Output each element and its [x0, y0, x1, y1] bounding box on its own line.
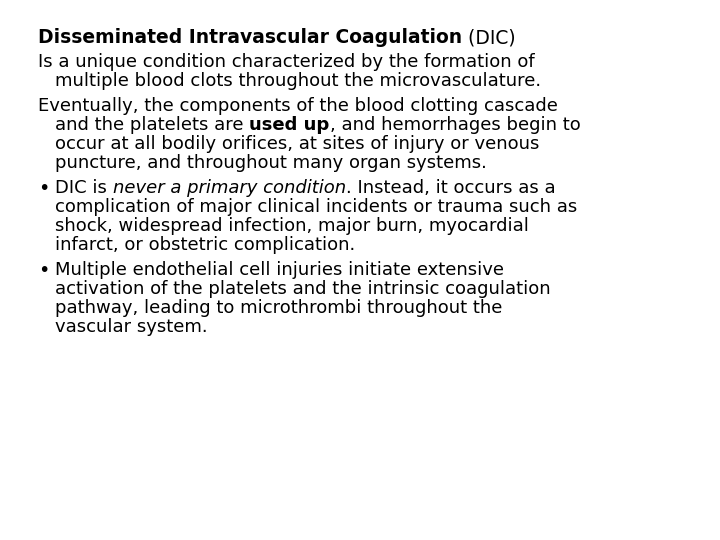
Text: puncture, and throughout many organ systems.: puncture, and throughout many organ syst… [55, 154, 487, 172]
Text: vascular system.: vascular system. [55, 318, 207, 336]
Text: multiple blood clots throughout the microvasculature.: multiple blood clots throughout the micr… [55, 72, 541, 90]
Text: occur at all bodily orifices, at sites of injury or venous: occur at all bodily orifices, at sites o… [55, 135, 539, 153]
Text: used up: used up [249, 116, 330, 134]
Text: never a primary condition: never a primary condition [112, 179, 346, 197]
Text: DIC is: DIC is [55, 179, 112, 197]
Text: infarct, or obstetric complication.: infarct, or obstetric complication. [55, 236, 355, 254]
Text: pathway, leading to microthrombi throughout the: pathway, leading to microthrombi through… [55, 299, 503, 317]
Text: (DIC): (DIC) [462, 28, 516, 47]
Text: complication of major clinical incidents or trauma such as: complication of major clinical incidents… [55, 198, 577, 216]
Text: activation of the platelets and the intrinsic coagulation: activation of the platelets and the intr… [55, 280, 551, 298]
Text: . Instead, it occurs as a: . Instead, it occurs as a [346, 179, 555, 197]
Text: and the platelets are: and the platelets are [55, 116, 249, 134]
Text: , and hemorrhages begin to: , and hemorrhages begin to [330, 116, 580, 134]
Text: Multiple endothelial cell injuries initiate extensive: Multiple endothelial cell injuries initi… [55, 261, 504, 279]
Text: •: • [38, 261, 50, 280]
Text: Disseminated Intravascular Coagulation: Disseminated Intravascular Coagulation [38, 28, 462, 47]
Text: Is a unique condition characterized by the formation of: Is a unique condition characterized by t… [38, 53, 535, 71]
Text: Eventually, the components of the blood clotting cascade: Eventually, the components of the blood … [38, 97, 558, 115]
Text: •: • [38, 179, 50, 198]
Text: shock, widespread infection, major burn, myocardial: shock, widespread infection, major burn,… [55, 217, 529, 235]
